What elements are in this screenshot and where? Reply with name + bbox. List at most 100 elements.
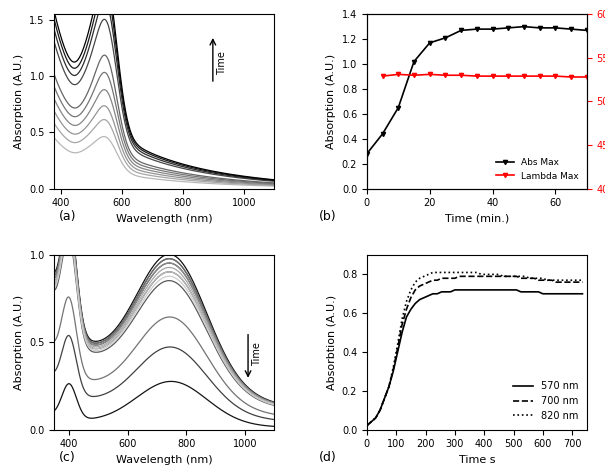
700 nm [544, 278, 551, 283]
570 nm [403, 314, 410, 320]
570 nm [363, 423, 370, 429]
820 nm [465, 270, 472, 275]
570 nm [539, 291, 546, 296]
570 nm [495, 287, 503, 293]
820 nm [363, 423, 370, 429]
Lambda Max [536, 73, 543, 79]
570 nm [557, 291, 564, 296]
Lambda Max [410, 72, 417, 78]
570 nm [552, 291, 560, 296]
820 nm [420, 273, 428, 279]
570 nm [442, 289, 450, 295]
570 nm [447, 289, 454, 295]
700 nm [557, 279, 564, 285]
570 nm [504, 287, 511, 293]
570 nm [399, 330, 406, 336]
Text: Time: Time [217, 51, 227, 75]
700 nm [477, 273, 485, 279]
Abs Max [457, 27, 465, 33]
820 nm [399, 316, 406, 322]
820 nm [566, 278, 573, 283]
Y-axis label: Absorption (A.U.): Absorption (A.U.) [14, 54, 24, 149]
Abs Max [567, 26, 575, 32]
Abs Max [583, 27, 590, 33]
700 nm [411, 287, 419, 293]
820 nm [469, 270, 476, 275]
Abs Max [536, 25, 543, 31]
820 nm [513, 273, 520, 279]
700 nm [535, 278, 542, 283]
700 nm [451, 276, 459, 281]
570 nm [469, 287, 476, 293]
820 nm [403, 299, 410, 304]
Abs Max [552, 25, 559, 31]
570 nm [394, 349, 401, 355]
700 nm [495, 273, 503, 279]
Abs Max [473, 26, 480, 32]
820 nm [425, 271, 432, 277]
700 nm [460, 273, 467, 279]
820 nm [376, 407, 384, 413]
700 nm [570, 279, 577, 285]
570 nm [486, 287, 494, 293]
570 nm [526, 289, 533, 295]
700 nm [517, 276, 525, 281]
700 nm [473, 273, 480, 279]
820 nm [579, 278, 586, 283]
820 nm [526, 276, 533, 281]
700 nm [504, 273, 511, 279]
Lambda Max [505, 73, 512, 79]
Text: (d): (d) [318, 451, 336, 464]
700 nm [526, 276, 533, 281]
570 nm [368, 419, 375, 425]
700 nm [438, 276, 445, 281]
820 nm [460, 270, 467, 275]
Lambda Max [426, 72, 433, 77]
570 nm [477, 287, 485, 293]
820 nm [495, 271, 503, 277]
570 nm [566, 291, 573, 296]
820 nm [456, 270, 463, 275]
Text: (b): (b) [318, 210, 336, 223]
700 nm [552, 279, 560, 285]
Text: (a): (a) [59, 210, 76, 223]
700 nm [531, 276, 538, 281]
820 nm [438, 270, 445, 275]
570 nm [407, 306, 414, 312]
Abs Max [442, 35, 449, 41]
700 nm [508, 273, 515, 279]
700 nm [425, 279, 432, 285]
700 nm [456, 273, 463, 279]
Lambda Max [520, 73, 528, 79]
570 nm [508, 287, 515, 293]
Lambda Max [394, 72, 402, 77]
570 nm [434, 291, 441, 296]
820 nm [500, 273, 507, 279]
570 nm [561, 291, 569, 296]
820 nm [442, 270, 450, 275]
570 nm [425, 293, 432, 299]
820 nm [407, 287, 414, 293]
Line: Abs Max: Abs Max [365, 25, 589, 156]
570 nm [579, 291, 586, 296]
X-axis label: Time s: Time s [459, 455, 495, 465]
Abs Max [379, 131, 386, 137]
Abs Max [426, 40, 433, 46]
820 nm [535, 276, 542, 281]
Abs Max [394, 105, 402, 110]
570 nm [416, 297, 423, 303]
570 nm [456, 287, 463, 293]
Lambda Max [379, 73, 386, 79]
820 nm [451, 270, 459, 275]
820 nm [486, 271, 494, 277]
700 nm [429, 278, 436, 283]
700 nm [399, 322, 406, 328]
700 nm [500, 273, 507, 279]
Lambda Max [442, 72, 449, 78]
820 nm [574, 278, 581, 283]
700 nm [434, 278, 441, 283]
820 nm [394, 341, 401, 347]
570 nm [390, 369, 397, 374]
700 nm [469, 273, 476, 279]
X-axis label: Time (min.): Time (min.) [445, 214, 509, 224]
